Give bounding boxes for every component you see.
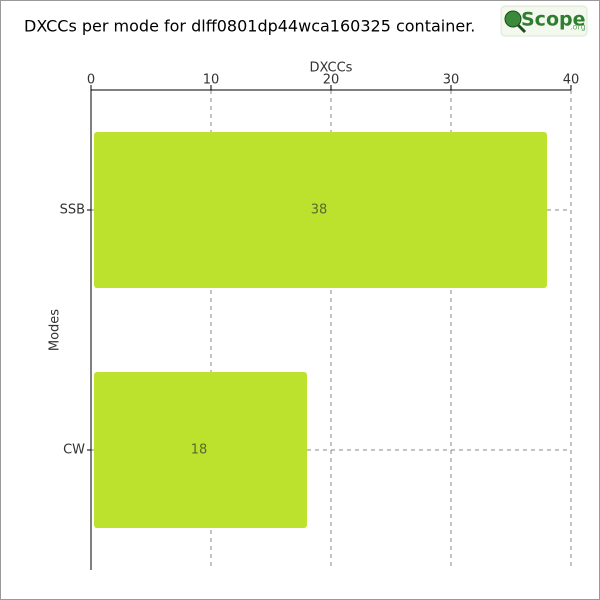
logo-suffix: .org [570,23,586,32]
logo-text: Scope [521,9,586,31]
bar [94,132,547,288]
x-tick-label: 20 [323,73,340,88]
x-tick-label: 10 [203,73,220,88]
x-axis-label: DXCCs [310,61,353,76]
y-tick-label: SSB [60,203,85,218]
logo: Scope .org [500,5,588,37]
data-label: 18 [191,443,208,458]
logo-handle [516,23,527,34]
x-tick-label: 0 [87,73,95,88]
bar [94,372,307,528]
x-tick-label: 40 [563,73,580,88]
x-tick-label: 30 [443,73,460,88]
y-axis-label: Modes [48,309,63,351]
chart-title: DXCCs per mode for dlff0801dp44wca160325… [24,17,475,36]
data-label: 38 [311,203,328,218]
y-tick-label: CW [63,443,85,458]
logo-icon [504,10,522,28]
